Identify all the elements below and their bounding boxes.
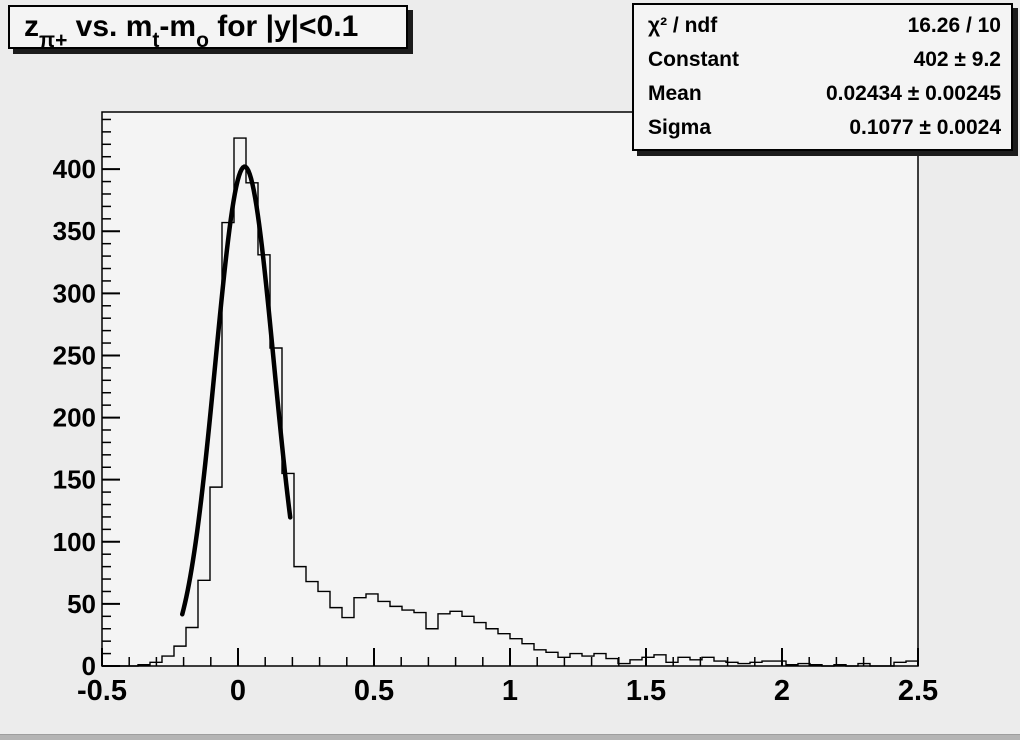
stat-label: Sigma [648, 116, 712, 139]
y-tick-label: 400 [53, 154, 96, 184]
gaussian-fit-curve [179, 164, 293, 617]
title-subscript: o [196, 29, 209, 52]
x-tick-label: 0.5 [354, 675, 394, 707]
y-tick-label: 50 [67, 589, 96, 619]
title-segment: for |y|<0.1 [208, 10, 359, 43]
x-tick-label: 0 [230, 675, 246, 707]
stat-value: 0.1077 ± 0.0024 [849, 116, 1001, 139]
y-tick-label: 100 [53, 527, 96, 557]
stat-value: 0.02434 ± 0.00245 [825, 82, 1001, 105]
stat-label: χ² / ndf [648, 14, 718, 37]
stat-row-3: Sigma 0.1077 ± 0.0024 [648, 116, 1001, 140]
x-tick-label: 2 [774, 675, 790, 707]
stat-row-2: Mean 0.02434 ± 0.00245 [648, 82, 1001, 106]
title-segment: z [24, 10, 39, 43]
plot-frame [101, 111, 919, 667]
y-tick-label: 150 [53, 465, 96, 495]
y-tick-label: 250 [53, 340, 96, 370]
title-segment: vs. m [67, 10, 153, 43]
stat-label: Constant [648, 48, 739, 71]
stat-label: Mean [648, 82, 702, 105]
fit-stats-box: χ² / ndf 16.26 / 10 Constant 402 ± 9.2 Mean 0… [632, 3, 1013, 151]
x-tick-label: 2.5 [898, 675, 938, 707]
stat-row-0: χ² / ndf 16.26 / 10 [648, 14, 1001, 38]
x-tick-label: 1.5 [626, 675, 666, 707]
stat-row-1: Constant 402 ± 9.2 [648, 48, 1001, 72]
plot-title: zπ+ vs. mt-mo for |y|<0.1 [24, 10, 359, 52]
y-tick-label: 0 [82, 651, 96, 681]
x-tick-label: -0.5 [77, 675, 127, 707]
x-tick-label: 1 [502, 675, 518, 707]
y-tick-label: 350 [53, 216, 96, 246]
title-box: zπ+ vs. mt-mo for |y|<0.1 [8, 5, 408, 52]
title-subscript: π+ [39, 29, 68, 52]
window-bottom-edge [0, 734, 1020, 740]
y-tick-label: 200 [53, 403, 96, 433]
stat-value: 16.26 / 10 [907, 14, 1001, 37]
title-segment: -m [159, 10, 197, 43]
stat-value: 402 ± 9.2 [913, 48, 1001, 71]
title-subscript: t [152, 29, 160, 52]
y-tick-label: 300 [53, 278, 96, 308]
histogram-step-line [102, 137, 919, 667]
